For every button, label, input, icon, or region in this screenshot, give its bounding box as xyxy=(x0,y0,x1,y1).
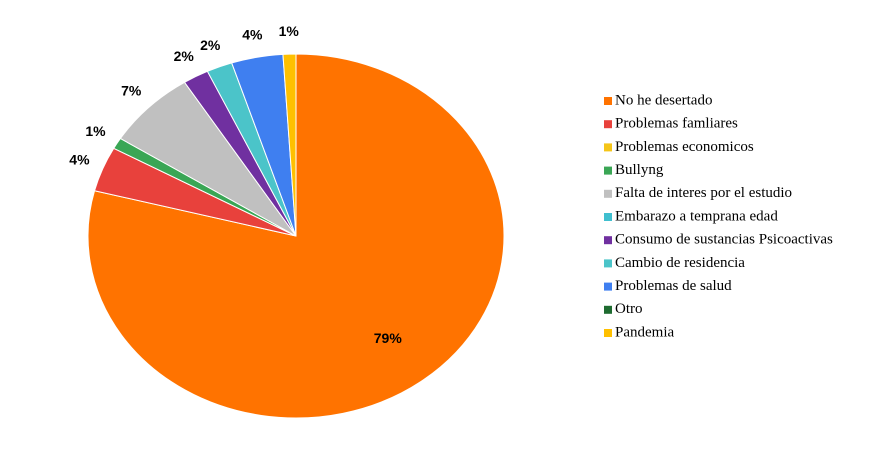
legend-label: Consumo de sustancias Psicoactivas xyxy=(615,232,833,248)
legend-swatch xyxy=(604,282,612,291)
legend-label: Embarazo a temprana edad xyxy=(615,208,778,224)
legend-label: Problemas famliares xyxy=(615,116,738,132)
legend-swatch xyxy=(604,305,612,314)
legend-label: Problemas economicos xyxy=(615,139,754,155)
data-label: 1% xyxy=(279,23,300,39)
legend-label: Cambio de residencia xyxy=(615,255,745,271)
data-label: 7% xyxy=(121,83,142,99)
legend-label: Falta de interes por el estudio xyxy=(615,185,792,201)
data-label: 1% xyxy=(85,123,106,139)
legend-swatch xyxy=(604,259,612,268)
legend-swatch xyxy=(604,143,612,152)
data-label: 79% xyxy=(374,330,403,346)
legend-swatch xyxy=(604,189,612,198)
legend-swatch xyxy=(604,236,612,245)
legend-label: Problemas de salud xyxy=(615,278,732,294)
legend-label: Otro xyxy=(615,301,643,317)
legend-swatch xyxy=(604,166,612,175)
data-label: 2% xyxy=(200,37,221,53)
data-label: 4% xyxy=(242,26,263,42)
legend-swatch xyxy=(604,97,612,105)
pie-slice xyxy=(282,53,297,237)
legend-label: Pandemia xyxy=(615,324,674,340)
legend-swatch xyxy=(604,120,612,129)
legend-label: Bullyng xyxy=(615,162,664,178)
data-label: 4% xyxy=(69,152,90,168)
legend-swatch xyxy=(604,329,612,337)
data-label: 2% xyxy=(174,48,195,64)
legend-label: No he desertado xyxy=(615,92,712,108)
legend-swatch xyxy=(604,213,612,221)
